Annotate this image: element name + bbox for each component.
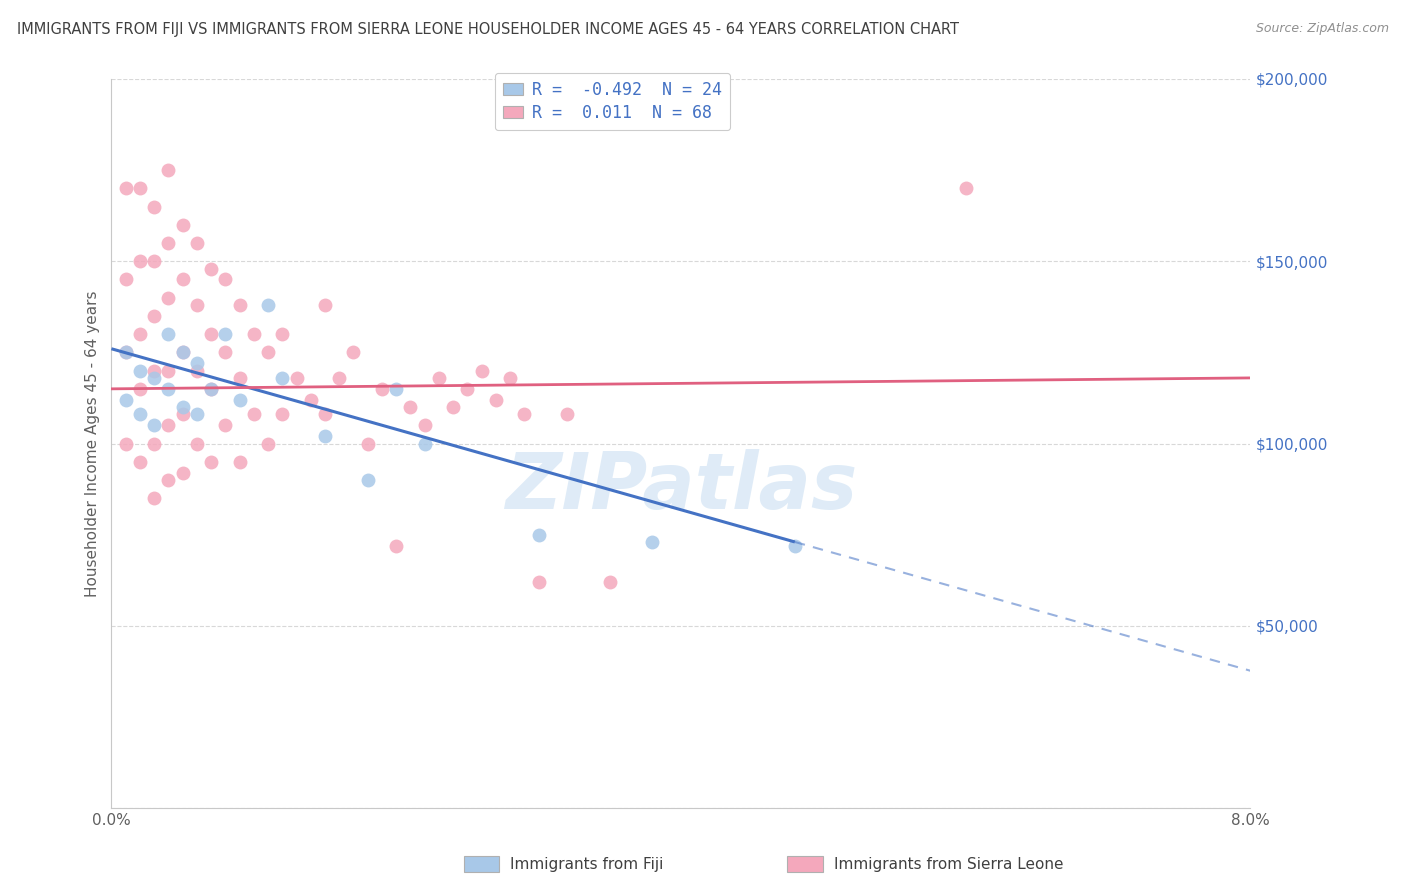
Point	[172, 345, 194, 359]
Point	[371, 382, 394, 396]
Point	[200, 382, 222, 396]
Point	[214, 272, 236, 286]
Point	[143, 309, 166, 323]
Point	[399, 400, 422, 414]
Point	[599, 575, 621, 590]
Point	[157, 418, 180, 433]
Point	[157, 327, 180, 342]
Point	[157, 235, 180, 250]
Point	[441, 400, 464, 414]
Point	[143, 363, 166, 377]
Point	[186, 356, 208, 370]
Y-axis label: Householder Income Ages 45 - 64 years: Householder Income Ages 45 - 64 years	[86, 290, 100, 597]
Point	[413, 436, 436, 450]
Point	[114, 436, 136, 450]
Point	[385, 382, 408, 396]
Point	[128, 254, 150, 268]
Point	[214, 345, 236, 359]
Point	[172, 408, 194, 422]
Point	[271, 327, 294, 342]
Point	[128, 181, 150, 195]
Point	[143, 200, 166, 214]
Point	[228, 371, 250, 385]
Point	[200, 261, 222, 276]
Point	[200, 327, 222, 342]
Point	[427, 371, 450, 385]
Point	[271, 408, 294, 422]
Text: Immigrants from Sierra Leone: Immigrants from Sierra Leone	[834, 857, 1063, 871]
Point	[485, 392, 508, 407]
Point	[456, 382, 478, 396]
Point	[172, 218, 194, 232]
Point	[157, 473, 180, 487]
Point	[513, 408, 536, 422]
Point	[527, 575, 550, 590]
Point	[186, 408, 208, 422]
Point	[499, 371, 522, 385]
Point	[783, 539, 806, 553]
Point	[172, 272, 194, 286]
Point	[228, 298, 250, 312]
Point	[328, 371, 350, 385]
Point	[342, 345, 364, 359]
Point	[143, 436, 166, 450]
Point	[314, 298, 336, 312]
Point	[214, 327, 236, 342]
Point	[128, 455, 150, 469]
Text: ZIPatlas: ZIPatlas	[505, 450, 858, 525]
Point	[157, 382, 180, 396]
Point	[285, 371, 308, 385]
Point	[186, 235, 208, 250]
Point	[114, 345, 136, 359]
Point	[157, 163, 180, 178]
Point	[214, 418, 236, 433]
Point	[128, 327, 150, 342]
Point	[143, 491, 166, 506]
Point	[172, 400, 194, 414]
Point	[200, 382, 222, 396]
Point	[413, 418, 436, 433]
Point	[357, 473, 380, 487]
Text: IMMIGRANTS FROM FIJI VS IMMIGRANTS FROM SIERRA LEONE HOUSEHOLDER INCOME AGES 45 : IMMIGRANTS FROM FIJI VS IMMIGRANTS FROM …	[17, 22, 959, 37]
Point	[128, 382, 150, 396]
Point	[143, 371, 166, 385]
Point	[357, 436, 380, 450]
Point	[157, 291, 180, 305]
Text: Immigrants from Fiji: Immigrants from Fiji	[510, 857, 664, 871]
Point	[172, 466, 194, 480]
Legend: R =  -0.492  N = 24, R =  0.011  N = 68: R = -0.492 N = 24, R = 0.011 N = 68	[495, 73, 730, 130]
Point	[128, 363, 150, 377]
Point	[186, 298, 208, 312]
Point	[243, 408, 266, 422]
Point	[114, 272, 136, 286]
Point	[955, 181, 977, 195]
Point	[143, 418, 166, 433]
Point	[641, 535, 664, 549]
Point	[114, 392, 136, 407]
Point	[299, 392, 322, 407]
Point	[385, 539, 408, 553]
Point	[527, 527, 550, 541]
Point	[143, 254, 166, 268]
Point	[186, 363, 208, 377]
Point	[471, 363, 494, 377]
Point	[243, 327, 266, 342]
Point	[157, 363, 180, 377]
Point	[257, 298, 280, 312]
Point	[314, 408, 336, 422]
Point	[271, 371, 294, 385]
Point	[257, 436, 280, 450]
Point	[128, 408, 150, 422]
Point	[555, 408, 578, 422]
Point	[314, 429, 336, 443]
Point	[114, 345, 136, 359]
Point	[114, 181, 136, 195]
Text: Source: ZipAtlas.com: Source: ZipAtlas.com	[1256, 22, 1389, 36]
Point	[228, 392, 250, 407]
Point	[228, 455, 250, 469]
Point	[186, 436, 208, 450]
Point	[172, 345, 194, 359]
Point	[257, 345, 280, 359]
Point	[200, 455, 222, 469]
